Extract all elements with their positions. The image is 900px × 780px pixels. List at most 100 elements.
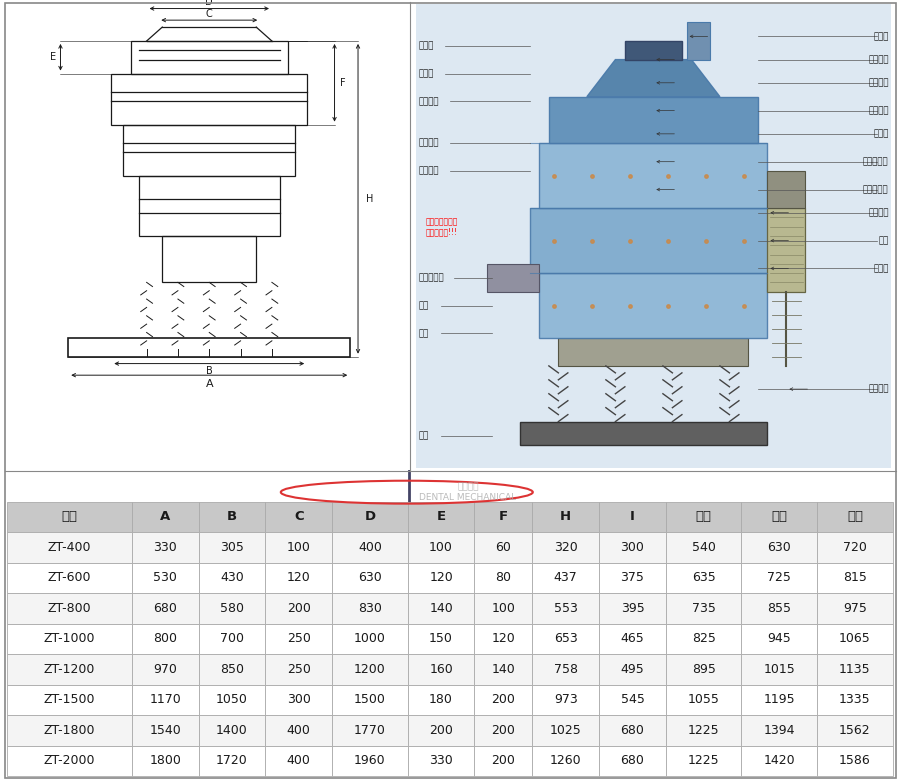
Bar [408, 685, 474, 715]
Text: B: B [227, 510, 237, 523]
Text: 中部框架: 中部框架 [418, 139, 438, 147]
Text: H: H [560, 510, 572, 523]
Text: 250: 250 [287, 663, 310, 675]
Text: 1562: 1562 [839, 724, 871, 737]
Bar [817, 715, 893, 746]
Text: ZT-800: ZT-800 [48, 602, 91, 615]
Text: 200: 200 [491, 693, 516, 707]
Bar [408, 746, 474, 776]
Bar [131, 532, 199, 562]
Bar [199, 502, 266, 532]
Text: 二层: 二层 [771, 510, 788, 523]
Bar [474, 715, 532, 746]
Text: 630: 630 [768, 541, 791, 554]
Bar [474, 562, 532, 593]
Text: 1394: 1394 [763, 724, 795, 737]
Bar [131, 715, 199, 746]
Bar [474, 654, 532, 685]
Bar [332, 715, 408, 746]
Bar [558, 338, 749, 366]
Text: D: D [205, 0, 213, 6]
Text: 320: 320 [554, 541, 578, 554]
Bar [474, 532, 532, 562]
Text: C: C [294, 510, 303, 523]
Bar [7, 562, 131, 593]
Bar [266, 623, 332, 654]
Bar [7, 502, 131, 532]
Text: 975: 975 [843, 602, 867, 615]
Text: 1540: 1540 [149, 724, 181, 737]
Bar [742, 532, 817, 562]
Text: 430: 430 [220, 571, 244, 584]
Bar [7, 623, 131, 654]
Bar [266, 502, 332, 532]
Bar [539, 144, 768, 208]
Bar [817, 623, 893, 654]
Bar [332, 532, 408, 562]
Bar [332, 623, 408, 654]
Bar [666, 746, 742, 776]
Text: 1225: 1225 [688, 724, 719, 737]
Bar [666, 532, 742, 562]
Bar [530, 208, 777, 273]
Text: E: E [436, 510, 446, 523]
Text: 1050: 1050 [216, 693, 248, 707]
Text: 电动机: 电动机 [873, 264, 888, 273]
Text: 580: 580 [220, 602, 244, 615]
Bar [817, 746, 893, 776]
Text: 1200: 1200 [354, 663, 386, 675]
Text: 725: 725 [768, 571, 791, 584]
Bar [332, 502, 408, 532]
Text: 底部框架: 底部框架 [418, 166, 438, 176]
Bar [666, 715, 742, 746]
Bar [520, 421, 768, 445]
Text: 1960: 1960 [354, 754, 386, 768]
Text: 850: 850 [220, 663, 244, 675]
Bar [266, 746, 332, 776]
Bar [474, 685, 532, 715]
Bar [599, 715, 666, 746]
Text: 1170: 1170 [149, 693, 181, 707]
Bar [266, 715, 332, 746]
Text: 140: 140 [491, 663, 516, 675]
Bar [199, 593, 266, 623]
Text: 680: 680 [153, 602, 177, 615]
Text: 735: 735 [692, 602, 716, 615]
Bar [742, 623, 817, 654]
Text: 辅助筛网: 辅助筛网 [868, 78, 888, 87]
Text: 1025: 1025 [550, 724, 581, 737]
Bar [742, 715, 817, 746]
Bar [199, 654, 266, 685]
Text: 630: 630 [358, 571, 382, 584]
Text: 120: 120 [491, 633, 516, 645]
Text: 1770: 1770 [354, 724, 386, 737]
Text: 1335: 1335 [839, 693, 871, 707]
Bar [266, 532, 332, 562]
Bar [131, 623, 199, 654]
Text: 200: 200 [287, 602, 310, 615]
Bar [599, 685, 666, 715]
Text: 680: 680 [620, 754, 644, 768]
Bar [112, 73, 307, 125]
Text: 437: 437 [554, 571, 578, 584]
Text: ZT-1000: ZT-1000 [44, 633, 95, 645]
Text: 束环: 束环 [418, 301, 428, 310]
Text: C: C [206, 9, 212, 20]
Text: 815: 815 [843, 571, 867, 584]
Text: 830: 830 [358, 602, 382, 615]
Bar [266, 562, 332, 593]
Bar [532, 685, 599, 715]
Bar [487, 264, 539, 292]
Bar [332, 746, 408, 776]
Text: 一层: 一层 [696, 510, 712, 523]
Bar [199, 562, 266, 593]
Bar [599, 502, 666, 532]
Text: 60: 60 [496, 541, 511, 554]
Bar [474, 593, 532, 623]
Text: 180: 180 [429, 693, 453, 707]
Text: I: I [630, 510, 634, 523]
Bar [532, 593, 599, 623]
Text: 小尺寸排料: 小尺寸排料 [418, 273, 444, 282]
Bar [532, 532, 599, 562]
Bar [199, 623, 266, 654]
